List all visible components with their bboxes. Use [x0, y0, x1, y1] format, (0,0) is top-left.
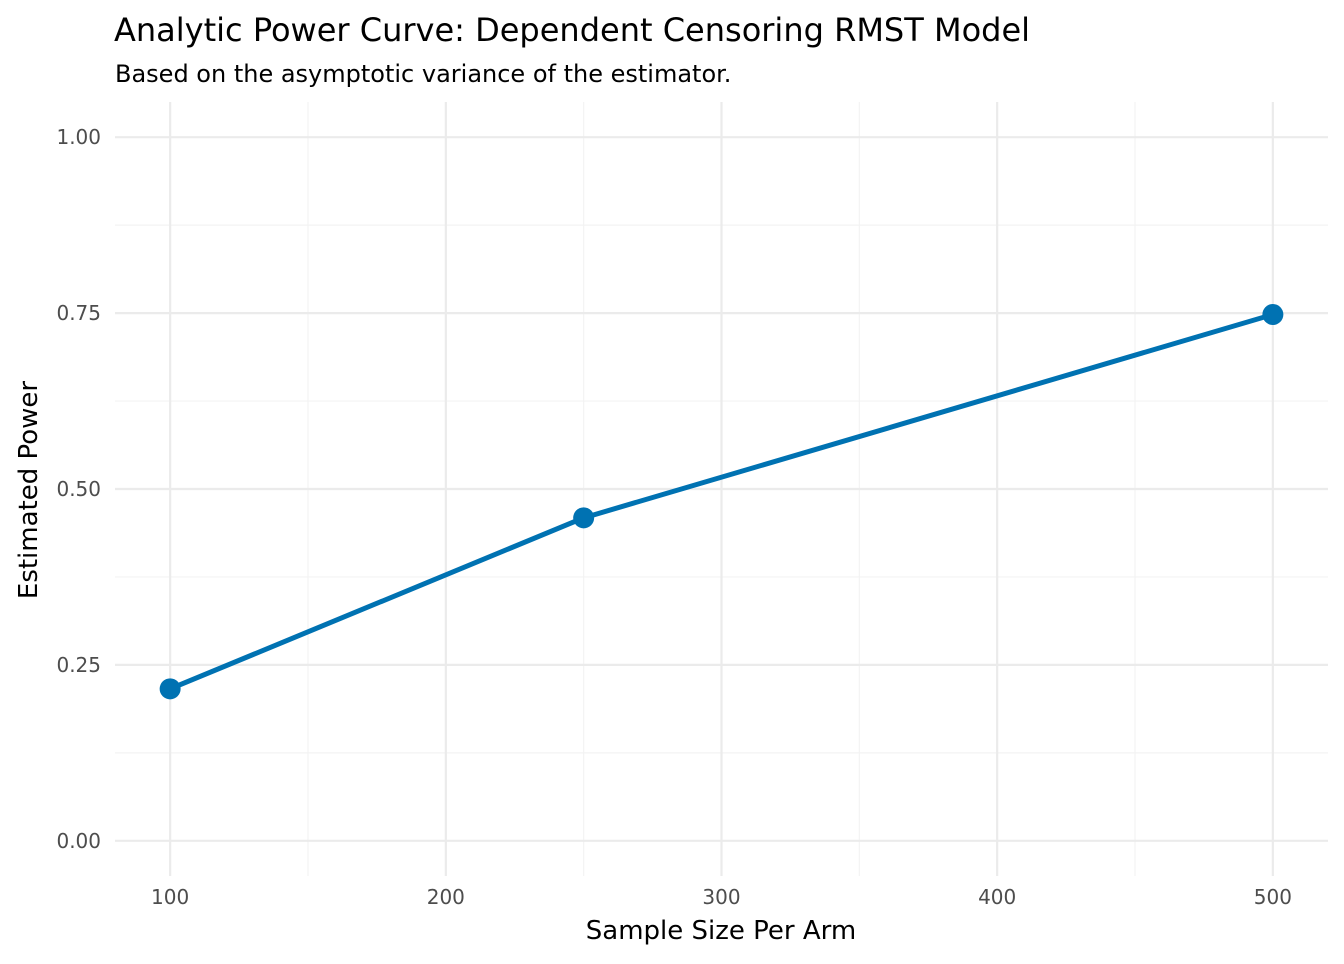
x-tick-label: 400 [978, 885, 1016, 909]
y-axis-title: Estimated Power [14, 381, 44, 600]
power-data-point [159, 678, 181, 700]
x-tick-label: 200 [427, 885, 465, 909]
power-data-point [573, 507, 595, 529]
x-tick-label: 500 [1254, 885, 1292, 909]
y-tick-label: 0.00 [56, 829, 101, 853]
chart-title: Analytic Power Curve: Dependent Censorin… [114, 11, 1030, 49]
x-tick-label: 300 [702, 885, 740, 909]
major-grid [115, 102, 1328, 876]
x-tick-label: 100 [151, 885, 189, 909]
y-tick-label: 0.50 [56, 477, 101, 501]
y-tick-label: 0.25 [56, 653, 101, 677]
series-layer [159, 303, 1284, 700]
x-axis-ticks: 100 200 300 400 500 [151, 885, 1292, 909]
power-data-point [1262, 303, 1284, 325]
y-tick-label: 0.75 [56, 301, 101, 325]
y-axis-ticks: 0.00 0.25 0.50 0.75 1.00 [56, 125, 101, 853]
x-axis-title: Sample Size Per Arm [586, 916, 856, 946]
chart-subtitle: Based on the asymptotic variance of the … [115, 60, 731, 88]
y-tick-label: 1.00 [56, 125, 101, 149]
